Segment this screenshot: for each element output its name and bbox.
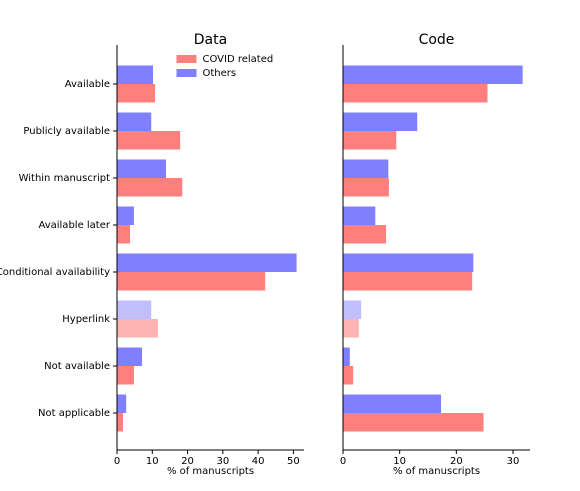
- legend-label: Others: [203, 68, 237, 79]
- bar: [343, 366, 354, 385]
- bar: [343, 206, 376, 225]
- x-tick-label: 10: [146, 456, 159, 467]
- x-tick-label: 50: [287, 456, 300, 467]
- x-tick-label: 0: [340, 456, 346, 467]
- bar: [117, 366, 134, 385]
- x-tick-label: 20: [450, 456, 463, 467]
- x-tick-label: 20: [181, 456, 194, 467]
- bar: [117, 300, 152, 319]
- y-tick-label: Within manuscript: [19, 173, 110, 184]
- x-tick-label: 30: [507, 456, 520, 467]
- bar: [117, 159, 167, 178]
- x-axis-label: % of manuscripts: [393, 466, 480, 477]
- x-tick-label: 10: [393, 456, 406, 467]
- bar: [117, 347, 143, 366]
- y-tick-label: Conditional availability: [0, 267, 110, 278]
- bar: [343, 300, 362, 319]
- bar: [343, 112, 418, 131]
- bar: [343, 347, 350, 366]
- chart-title: Data: [194, 32, 227, 48]
- bar: [343, 131, 397, 150]
- bar: [343, 159, 389, 178]
- x-tick-label: 40: [252, 456, 265, 467]
- bar: [117, 319, 158, 338]
- bar: [117, 225, 131, 244]
- bar: [117, 112, 152, 131]
- bar: [117, 65, 153, 84]
- bar: [343, 178, 389, 197]
- bar: [343, 413, 484, 432]
- legend-swatch: [176, 69, 197, 77]
- bar: [343, 65, 523, 84]
- bar: [343, 84, 488, 103]
- y-tick-label: Hyperlink: [62, 314, 110, 325]
- bar: [343, 272, 473, 291]
- bar: [117, 84, 156, 103]
- y-tick-label: Available: [65, 79, 110, 90]
- x-tick-label: 0: [114, 456, 120, 467]
- legend-swatch: [176, 55, 197, 63]
- y-tick-label: Available later: [38, 220, 110, 231]
- bar: [117, 413, 123, 432]
- bar: [343, 319, 359, 338]
- bar: [343, 394, 442, 413]
- bar: [117, 178, 183, 197]
- x-axis-label: % of manuscripts: [167, 466, 254, 477]
- bar: [117, 206, 134, 225]
- bar: [117, 272, 266, 291]
- bar: [117, 131, 181, 150]
- chart-title: Code: [419, 32, 455, 48]
- legend-label: COVID related: [203, 54, 274, 65]
- y-tick-label: Publicly available: [23, 126, 110, 137]
- bar: [117, 253, 297, 272]
- x-tick-label: 30: [216, 456, 229, 467]
- y-tick-label: Not applicable: [38, 408, 110, 419]
- y-tick-label: Not available: [44, 361, 110, 372]
- bar: [117, 394, 127, 413]
- bar: [343, 253, 474, 272]
- bar: [343, 225, 387, 244]
